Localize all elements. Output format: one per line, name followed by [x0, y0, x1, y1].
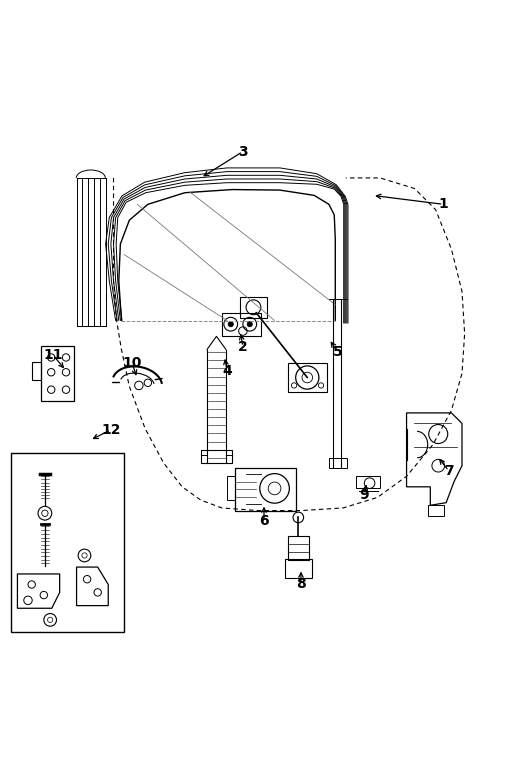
Text: 8: 8	[296, 577, 306, 591]
Circle shape	[228, 322, 233, 327]
Text: 6: 6	[259, 514, 269, 528]
Text: 2: 2	[238, 340, 248, 354]
Text: 7: 7	[444, 464, 454, 478]
Circle shape	[247, 322, 252, 327]
Text: 12: 12	[101, 423, 120, 437]
Text: 3: 3	[238, 145, 248, 158]
Text: 9: 9	[360, 488, 369, 502]
Text: 10: 10	[122, 356, 142, 369]
Bar	[11, 452, 124, 632]
Text: 5: 5	[333, 346, 343, 359]
Text: 11: 11	[43, 348, 62, 362]
Text: 4: 4	[222, 363, 232, 378]
Text: 1: 1	[439, 197, 448, 211]
